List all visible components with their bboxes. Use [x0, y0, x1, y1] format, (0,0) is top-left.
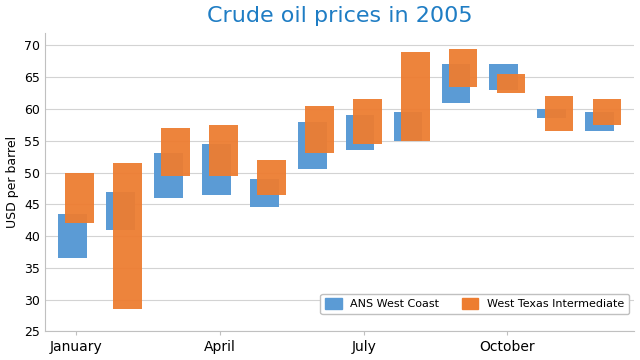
Bar	[449, 49, 477, 87]
Bar	[257, 160, 286, 195]
Bar	[305, 106, 333, 153]
Y-axis label: USD per barrel: USD per barrel	[6, 136, 19, 228]
Bar	[538, 109, 566, 118]
Bar	[202, 144, 230, 195]
Bar	[497, 74, 525, 93]
Bar	[161, 128, 190, 176]
Bar	[353, 99, 381, 144]
Bar	[250, 179, 278, 207]
Bar	[394, 112, 422, 141]
Bar	[545, 96, 573, 131]
Bar	[65, 172, 94, 223]
Bar	[106, 192, 135, 230]
Bar	[490, 64, 518, 90]
Bar	[586, 112, 614, 131]
Bar	[346, 115, 374, 150]
Bar	[113, 163, 142, 309]
Bar	[58, 214, 87, 258]
Bar	[442, 64, 470, 103]
Bar	[209, 125, 238, 176]
Bar	[154, 153, 183, 198]
Bar	[593, 99, 621, 125]
Title: Crude oil prices in 2005: Crude oil prices in 2005	[207, 5, 472, 26]
Legend: ANS West Coast, West Texas Intermediate: ANS West Coast, West Texas Intermediate	[321, 293, 629, 314]
Bar	[298, 122, 326, 169]
Bar	[401, 52, 429, 141]
